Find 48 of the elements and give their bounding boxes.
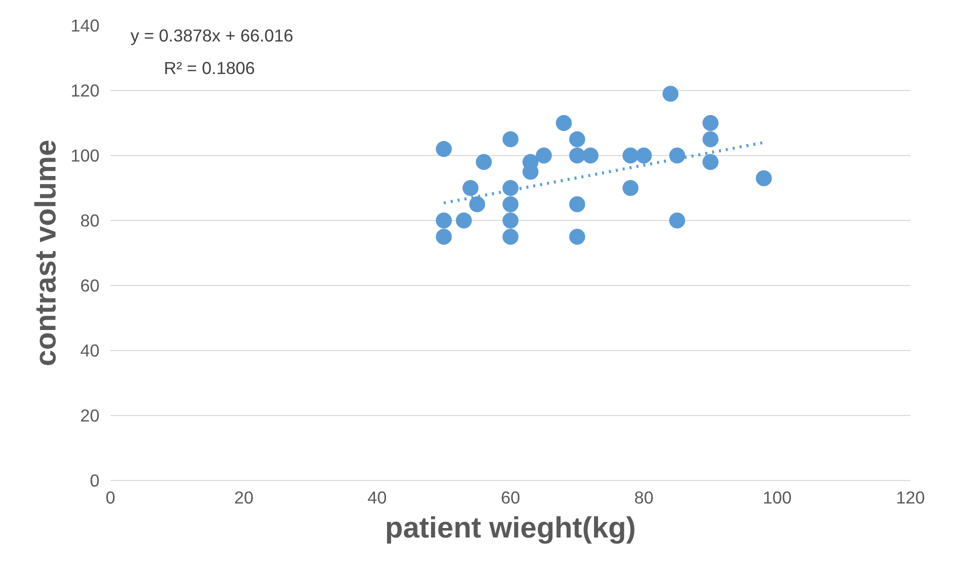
point — [756, 170, 772, 186]
x-tick-label: 80 — [634, 488, 654, 508]
point — [622, 148, 638, 164]
point — [669, 212, 686, 228]
annotation: R² = 0.1806 — [164, 58, 255, 78]
point — [502, 196, 518, 212]
y-tick-label: 40 — [80, 340, 100, 360]
y-tick-label: 60 — [80, 276, 100, 296]
point — [556, 115, 572, 131]
x-axis-title: patient wieght(kg) — [385, 512, 636, 544]
point — [569, 228, 586, 245]
y-axis-title: contrast volume — [30, 140, 63, 366]
annotation: y = 0.3878x + 66.016 — [130, 25, 294, 46]
point — [702, 154, 718, 170]
point — [502, 212, 518, 228]
y-tick-label: 100 — [70, 146, 100, 166]
x-tick-label: 40 — [368, 488, 387, 508]
point — [476, 154, 492, 170]
point — [436, 212, 452, 228]
point — [502, 131, 518, 148]
point — [636, 148, 652, 164]
x-tick-label: 0 — [106, 488, 116, 508]
point — [622, 180, 638, 196]
point — [569, 148, 586, 164]
point — [582, 148, 598, 164]
point — [569, 131, 586, 148]
point — [702, 115, 718, 131]
x-tick-label: 120 — [896, 488, 925, 508]
point — [469, 196, 486, 212]
point — [702, 131, 718, 148]
point — [436, 141, 452, 157]
point — [502, 228, 518, 245]
y-tick-label: 120 — [70, 80, 100, 100]
x-tick-label: 100 — [762, 488, 792, 508]
y-tick-label: 80 — [80, 210, 100, 230]
y-tick-label: 20 — [80, 406, 100, 426]
point — [662, 86, 678, 102]
point — [536, 148, 552, 164]
point — [436, 228, 452, 245]
point — [456, 212, 472, 228]
y-tick-label: 140 — [70, 16, 100, 36]
point — [462, 180, 478, 196]
x-tick-label: 20 — [234, 488, 254, 508]
point — [669, 148, 686, 164]
point — [502, 180, 518, 196]
x-tick-label: 60 — [500, 488, 520, 508]
y-tick-label: 0 — [90, 470, 100, 490]
point — [569, 196, 586, 212]
